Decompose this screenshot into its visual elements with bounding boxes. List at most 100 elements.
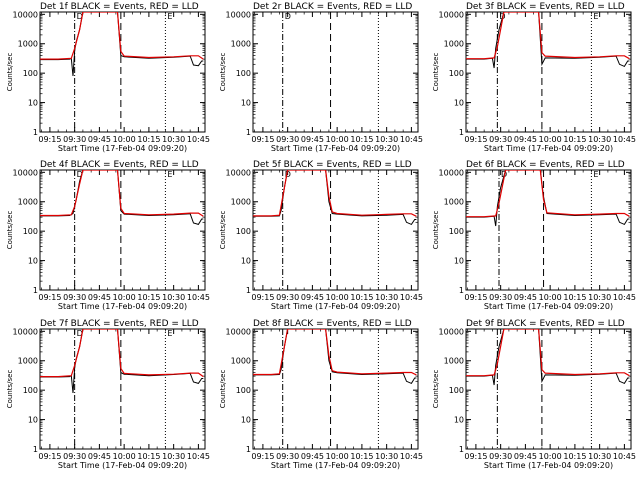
y-tick-label: 10000	[439, 168, 464, 177]
chart-panel-6: Det 6f BLACK = Events, RED = LLD 1 10 100 10…	[432, 160, 636, 311]
x-tick-label: 09:45	[514, 293, 537, 302]
lld-line	[466, 12, 630, 60]
y-tick-label: 10000	[226, 10, 251, 19]
plot-frame	[39, 169, 206, 291]
x-tick-label: 09:15	[38, 293, 61, 302]
x-tick-label: 10:15	[350, 135, 373, 144]
y-tick-label: 1	[246, 286, 251, 295]
events-line	[40, 170, 204, 225]
chart-title: Det 8f BLACK = Events, RED = LLD	[253, 319, 412, 329]
x-tick-label: 10:45	[400, 452, 423, 461]
y-axis-label: Counts/sec	[219, 370, 227, 409]
marker-label: E	[593, 12, 598, 21]
chart-title: Det 1f BLACK = Events, RED = LLD	[40, 2, 199, 12]
lld-line	[40, 12, 204, 60]
chart-panel-5: Det 5f BLACK = Events, RED = LLD 1 10 100 10…	[219, 160, 423, 311]
series-group	[466, 170, 630, 227]
y-tick-label: 1000	[231, 357, 251, 366]
y-tick-label: 100	[236, 69, 251, 78]
y-axis-label: Counts/sec	[219, 53, 227, 92]
y-axis-label: Counts/sec	[6, 53, 14, 92]
y-axis-label: Counts/sec	[432, 370, 440, 409]
x-tick-label: 10:30	[162, 293, 185, 302]
x-tick-label: 09:15	[251, 135, 274, 144]
lld-line	[253, 329, 417, 376]
x-tick-label: 09:45	[514, 452, 537, 461]
x-tick-label: 10:00	[539, 293, 562, 302]
y-tick-label: 1000	[444, 198, 464, 207]
plot-frame	[39, 328, 206, 450]
lld-line	[466, 170, 630, 218]
y-tick-label: 10000	[439, 327, 464, 336]
lld-line	[466, 329, 630, 377]
x-axis-label: Start Time (17-Feb-04 09:09:20)	[271, 302, 400, 311]
y-tick-label: 100	[449, 69, 464, 78]
x-tick-label: 10:15	[137, 135, 160, 144]
y-tick-label: 1000	[444, 357, 464, 366]
y-axis-label: Counts/sec	[219, 211, 227, 250]
y-tick-label: 10000	[13, 168, 38, 177]
marker-label: D	[77, 170, 83, 179]
chart-panel-7: Det 7f BLACK = Events, RED = LLD 1 10 100 10…	[6, 319, 210, 470]
chart-title: Det 6f BLACK = Events, RED = LLD	[466, 160, 625, 170]
y-tick-label: 1	[459, 445, 464, 454]
x-tick-label: 10:45	[187, 452, 210, 461]
plot-frame	[465, 328, 632, 450]
x-axis-label: Start Time (17-Feb-04 09:09:20)	[271, 144, 400, 153]
series-group	[40, 12, 204, 77]
x-axis-label: Start Time (17-Feb-04 09:09:20)	[58, 461, 187, 470]
y-tick-label: 10	[241, 416, 251, 425]
y-tick-label: 1	[246, 128, 251, 137]
x-tick-label: 10:45	[187, 293, 210, 302]
plot-frame	[39, 11, 206, 133]
x-tick-label: 10:00	[539, 452, 562, 461]
chart-title: Det 4f BLACK = Events, RED = LLD	[40, 160, 199, 170]
y-tick-label: 10	[241, 257, 251, 266]
lld-line	[40, 170, 204, 217]
y-axis-label: Counts/sec	[6, 211, 14, 250]
x-tick-label: 10:15	[563, 452, 586, 461]
x-axis-label: Start Time (17-Feb-04 09:09:20)	[484, 302, 613, 311]
marker-label: D	[285, 170, 291, 179]
x-tick-label: 10:30	[162, 452, 185, 461]
x-tick-label: 10:30	[375, 135, 398, 144]
plot-frame	[252, 11, 419, 133]
x-tick-label: 09:15	[38, 135, 61, 144]
y-tick-label: 100	[449, 386, 464, 395]
x-tick-label: 09:15	[464, 293, 487, 302]
events-line	[253, 329, 417, 385]
y-tick-label: 10000	[13, 10, 38, 19]
x-tick-label: 09:30	[63, 293, 86, 302]
y-tick-label: 1	[33, 286, 38, 295]
y-tick-label: 1000	[18, 357, 38, 366]
plot-frame	[252, 169, 419, 291]
y-tick-label: 10	[241, 99, 251, 108]
chart-panel-8: Det 8f BLACK = Events, RED = LLD 1 10 100 10…	[219, 319, 423, 470]
y-axis-label: Counts/sec	[6, 370, 14, 409]
marker-label: E	[167, 329, 172, 338]
x-tick-label: 10:00	[113, 452, 136, 461]
x-tick-label: 10:30	[162, 135, 185, 144]
chart-panel-3: Det 3f BLACK = Events, RED = LLD 1 10 100 10…	[432, 2, 636, 153]
x-tick-label: 10:00	[113, 135, 136, 144]
x-tick-label: 09:45	[301, 293, 324, 302]
marker-label: D	[77, 12, 83, 21]
x-axis-label: Start Time (17-Feb-04 09:09:20)	[484, 144, 613, 153]
y-tick-label: 10000	[13, 327, 38, 336]
chart-title: Det 2r BLACK = Events, RED = LLD	[253, 2, 412, 12]
series-group	[466, 12, 630, 69]
x-tick-label: 10:45	[613, 135, 636, 144]
x-tick-label: 10:00	[326, 452, 349, 461]
marker-label: D	[77, 329, 83, 338]
x-tick-label: 10:15	[350, 293, 373, 302]
y-tick-label: 100	[23, 386, 38, 395]
y-axis-label: Counts/sec	[432, 53, 440, 92]
marker-label: E	[593, 170, 598, 179]
x-tick-label: 09:15	[38, 452, 61, 461]
x-axis-label: Start Time (17-Feb-04 09:09:20)	[58, 302, 187, 311]
x-tick-label: 10:45	[400, 135, 423, 144]
y-tick-label: 100	[236, 386, 251, 395]
x-tick-label: 10:00	[539, 135, 562, 144]
x-tick-label: 10:45	[613, 293, 636, 302]
series-group	[466, 329, 630, 386]
